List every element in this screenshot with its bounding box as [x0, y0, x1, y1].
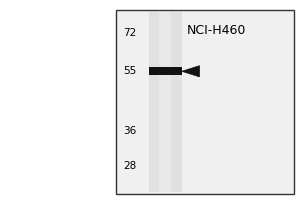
Text: 36: 36	[123, 126, 136, 136]
Text: 28: 28	[123, 161, 136, 171]
Bar	[148, 12, 182, 192]
Text: NCI-H460: NCI-H460	[187, 24, 246, 37]
Bar	[159, 12, 171, 192]
Text: 55: 55	[123, 66, 136, 76]
Polygon shape	[182, 66, 200, 77]
Bar	[148, 67, 182, 75]
Text: 72: 72	[123, 28, 136, 38]
Bar	[116, 10, 294, 194]
